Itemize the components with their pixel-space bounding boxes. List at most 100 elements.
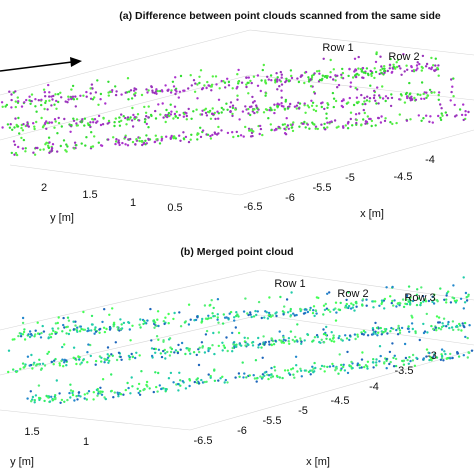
point xyxy=(268,296,271,299)
point xyxy=(372,331,375,334)
tick-label: -5 xyxy=(298,405,308,417)
point xyxy=(439,103,442,106)
point xyxy=(251,108,255,112)
row-label: Row 2 xyxy=(337,288,368,300)
point xyxy=(406,358,409,362)
point xyxy=(312,108,315,112)
point xyxy=(445,298,448,301)
point xyxy=(407,362,410,365)
point xyxy=(340,363,343,367)
point xyxy=(247,107,250,111)
point xyxy=(237,315,240,318)
point xyxy=(157,103,160,106)
point xyxy=(374,60,378,64)
point xyxy=(249,313,252,316)
point xyxy=(449,352,452,356)
point xyxy=(10,93,13,96)
point xyxy=(323,122,326,126)
point xyxy=(111,354,115,357)
tick-label: 2 xyxy=(41,182,47,194)
point xyxy=(115,358,119,362)
point xyxy=(259,127,263,131)
panel-title: (b) Merged point cloud xyxy=(180,246,293,258)
point xyxy=(50,395,53,398)
point xyxy=(416,288,419,291)
point xyxy=(380,65,383,68)
point xyxy=(213,379,217,382)
point xyxy=(32,151,35,154)
point xyxy=(408,300,412,303)
point xyxy=(437,98,440,102)
point xyxy=(227,80,231,84)
point xyxy=(283,369,287,372)
point xyxy=(200,88,204,91)
point xyxy=(124,136,127,139)
point xyxy=(39,148,42,151)
point xyxy=(120,358,123,361)
point xyxy=(48,141,51,144)
point xyxy=(34,146,38,150)
point xyxy=(262,111,266,114)
point xyxy=(400,326,404,330)
point xyxy=(370,119,374,123)
point xyxy=(206,80,209,84)
point xyxy=(212,331,215,335)
point xyxy=(6,123,10,126)
point xyxy=(386,97,390,100)
point xyxy=(440,354,444,358)
point xyxy=(325,112,328,115)
point xyxy=(137,382,141,386)
point xyxy=(433,298,436,301)
point xyxy=(91,87,94,90)
point xyxy=(90,83,94,86)
point xyxy=(169,350,173,354)
point xyxy=(220,111,223,114)
point xyxy=(439,358,443,361)
point xyxy=(211,107,214,110)
point xyxy=(152,319,155,322)
point xyxy=(440,325,444,329)
point xyxy=(362,108,365,112)
point xyxy=(124,143,127,146)
point xyxy=(466,356,469,359)
point xyxy=(244,297,247,300)
point xyxy=(177,96,180,99)
point xyxy=(99,392,102,395)
point xyxy=(419,93,422,97)
point xyxy=(411,353,415,357)
point xyxy=(264,92,268,95)
point xyxy=(28,335,32,339)
point xyxy=(357,55,360,59)
point xyxy=(153,91,156,95)
point xyxy=(360,358,364,361)
point xyxy=(411,359,415,362)
point xyxy=(207,348,210,351)
point xyxy=(249,79,252,83)
axis-label: y [m] xyxy=(10,456,34,468)
point xyxy=(283,305,286,308)
point xyxy=(293,376,296,379)
point xyxy=(321,77,324,81)
point xyxy=(405,295,408,298)
point xyxy=(314,366,317,370)
point xyxy=(62,365,65,368)
point xyxy=(60,125,63,128)
point xyxy=(199,126,202,129)
point xyxy=(44,101,47,105)
point xyxy=(430,324,433,328)
point xyxy=(425,91,428,94)
point xyxy=(195,353,198,357)
point xyxy=(251,344,255,347)
point xyxy=(108,313,111,316)
point xyxy=(351,306,355,309)
point xyxy=(94,363,97,366)
point xyxy=(462,276,465,279)
point xyxy=(342,365,345,369)
point xyxy=(114,140,118,143)
point xyxy=(395,305,398,308)
point xyxy=(178,371,181,374)
point xyxy=(247,76,250,79)
point xyxy=(258,132,261,136)
point xyxy=(440,356,444,360)
point xyxy=(199,69,203,72)
